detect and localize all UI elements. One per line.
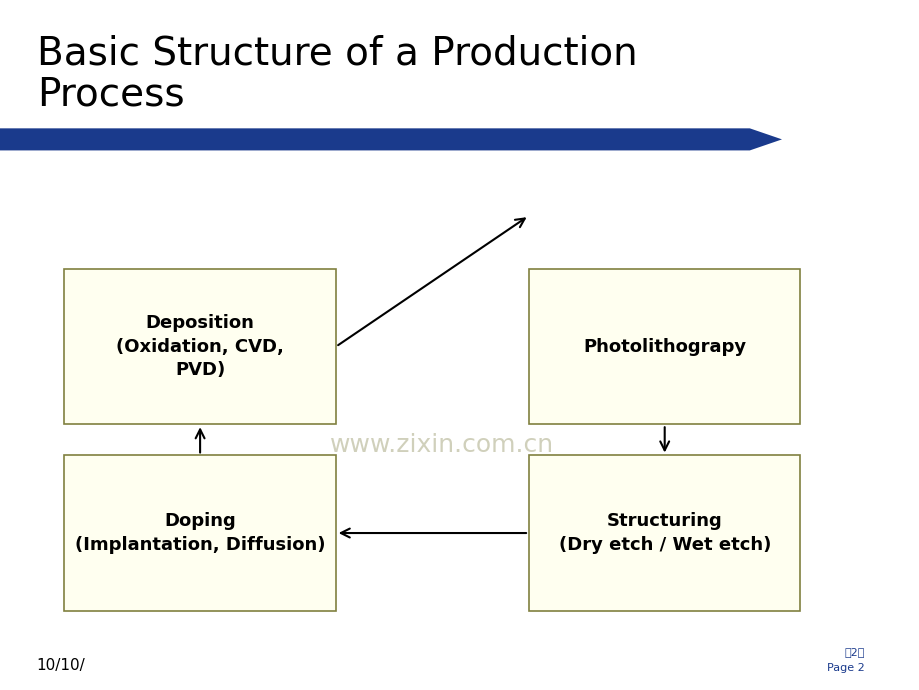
Text: 第2页: 第2页 [844, 647, 864, 657]
Text: Structuring
(Dry etch / Wet etch): Structuring (Dry etch / Wet etch) [558, 512, 770, 554]
Text: Process: Process [37, 76, 184, 114]
Text: Basic Structure of a Production: Basic Structure of a Production [37, 34, 637, 72]
Text: 10/10/: 10/10/ [37, 658, 85, 673]
Bar [528, 269, 800, 424]
Bar [64, 455, 335, 611]
Text: www.zixin.com.cn: www.zixin.com.cn [329, 433, 553, 457]
Bar [64, 269, 335, 424]
Polygon shape [0, 128, 781, 150]
Text: Deposition
(Oxidation, CVD,
PVD): Deposition (Oxidation, CVD, PVD) [116, 314, 284, 380]
Bar [528, 455, 800, 611]
Text: Photolithograpy: Photolithograpy [583, 337, 745, 356]
Text: Doping
(Implantation, Diffusion): Doping (Implantation, Diffusion) [74, 512, 325, 554]
Text: Page 2: Page 2 [826, 663, 864, 673]
